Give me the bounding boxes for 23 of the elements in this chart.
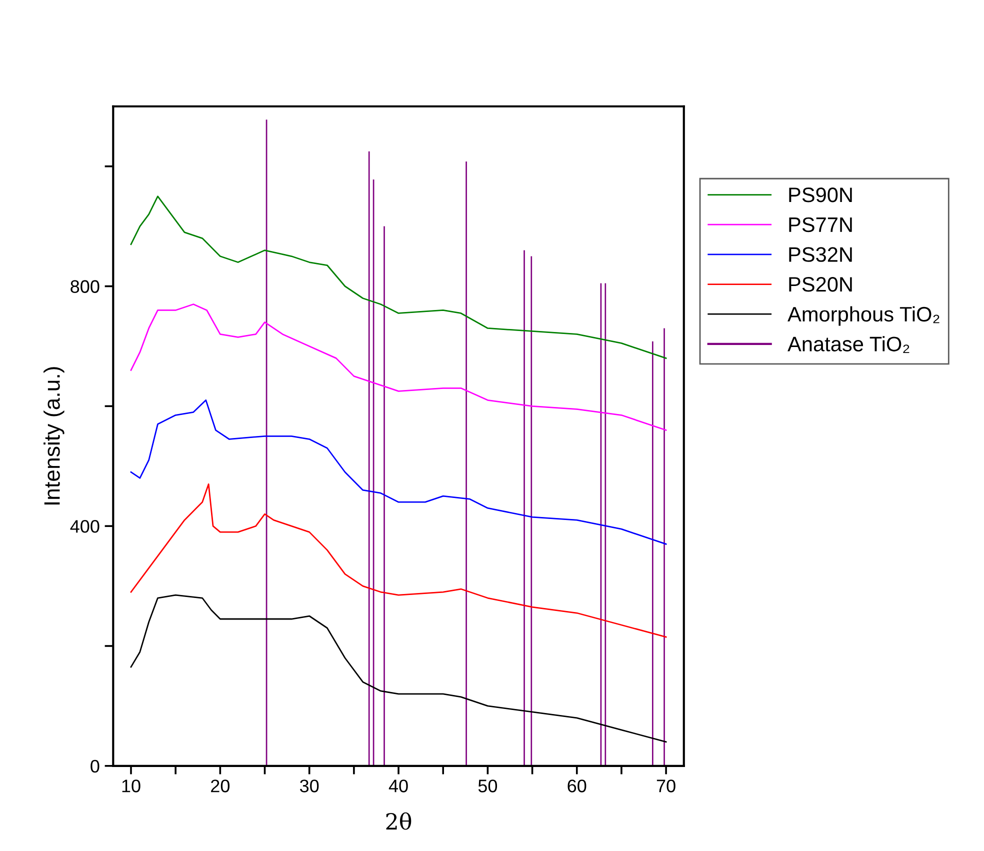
legend-label: Amorphous TiO₂ — [788, 306, 940, 326]
x-tick-label: 50 — [478, 780, 498, 792]
y-tick-label: 400 — [70, 520, 100, 533]
x-tick-label: 60 — [568, 780, 586, 792]
line-series — [130, 483, 667, 638]
x-tick-label: 20 — [211, 780, 230, 792]
x-tick-label: 40 — [388, 780, 408, 792]
x-tick-label: 30 — [300, 780, 319, 792]
x-tick-label: 70 — [656, 780, 676, 792]
y-axis-title: Intensity (a.u.) — [44, 367, 64, 504]
legend-label: PS32N — [789, 247, 852, 262]
x-axis-title: 2θ — [386, 812, 412, 830]
y-tick-label: 0 — [90, 760, 100, 773]
line-series — [130, 399, 667, 545]
legend-label: Anatase TiO₂ — [788, 336, 910, 354]
line-series — [130, 196, 667, 359]
y-tick-label: 800 — [70, 280, 100, 293]
legend-label: PS20N — [789, 277, 852, 292]
line-series — [130, 594, 667, 743]
x-tick-label: 10 — [122, 780, 140, 792]
legend-label: PS77N — [789, 217, 852, 232]
legend-label: PS90N — [789, 188, 852, 202]
line-series — [130, 304, 667, 431]
